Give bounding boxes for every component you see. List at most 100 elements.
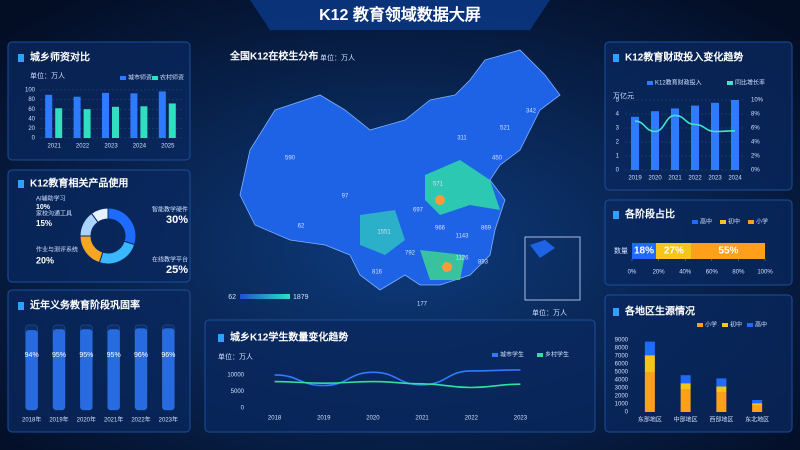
category-label: 智能教学硬件: [152, 206, 188, 214]
bar: [651, 111, 659, 170]
legend-swatch: [748, 220, 754, 224]
map-value: 1126: [456, 256, 470, 262]
bar: [45, 94, 53, 138]
legend-label: 高中: [700, 218, 712, 226]
bar: [140, 106, 148, 138]
y-tick-label: 5000: [231, 389, 245, 395]
value-label: 27%: [664, 246, 684, 257]
legend-label: 高中: [755, 321, 767, 329]
legend-label: 小学: [705, 321, 717, 329]
bar-segment: [716, 392, 727, 412]
y-tick-label: 4000: [615, 378, 629, 384]
y-tick-label: 40: [28, 116, 35, 122]
value-label: 95%: [79, 352, 93, 359]
map-value: 869: [481, 226, 492, 232]
y-tick-label: 8000: [615, 346, 629, 352]
map-value: 62: [298, 224, 305, 230]
legend-label: 小学: [756, 218, 768, 226]
x-tick-label: 2020年: [77, 416, 96, 424]
map-value: 792: [405, 251, 416, 257]
legend-label: 初中: [728, 218, 740, 226]
map-legend-min: 62: [228, 294, 236, 301]
bar-segment: [680, 375, 691, 384]
bar-segment: [691, 243, 765, 259]
value-label: 96%: [134, 352, 148, 359]
bar-segment: [752, 405, 763, 412]
chart-title: 城乡K12学生数量变化趋势: [230, 331, 348, 344]
unit-label: 万亿元: [613, 91, 634, 100]
map-value: 450: [492, 156, 503, 162]
title-marker: [218, 334, 224, 342]
map-region: [360, 210, 405, 255]
title-marker: [613, 54, 619, 62]
inset-unit: 单位：万人: [532, 308, 567, 317]
bar: [691, 105, 699, 170]
legend-swatch: [697, 323, 703, 327]
x-tick-label: 东北地区: [745, 416, 769, 424]
x-tick-label: 2020: [366, 416, 380, 422]
chart-title: 城乡师资对比: [30, 51, 90, 64]
china-map: [239, 49, 561, 291]
map-legend-max: 1879: [293, 294, 309, 301]
bar: [135, 328, 147, 410]
value-label: 20%: [36, 255, 54, 265]
bar-segment: [716, 378, 727, 387]
legend-swatch: [722, 323, 728, 327]
line: [274, 369, 521, 387]
legend-swatch: [720, 220, 726, 224]
title-marker: [613, 308, 619, 316]
x-tick-label: 2019: [628, 176, 642, 182]
x-tick-label: 中部地区: [674, 416, 698, 424]
bar-segment: [716, 386, 727, 392]
map-value: 1143: [456, 234, 470, 240]
title-marker: [18, 54, 24, 62]
x-tick-label: 2023: [708, 176, 722, 182]
bar: [671, 108, 679, 170]
map-value: 97: [342, 194, 349, 200]
x-tick-label: 40%: [679, 270, 692, 276]
panel: [604, 199, 793, 286]
panel: [204, 319, 596, 433]
y-tick-label: 5: [616, 98, 620, 104]
bar: [83, 109, 91, 138]
bar: [158, 91, 166, 138]
bar-segment: [752, 400, 763, 404]
y-tick-label: 6000: [615, 362, 629, 368]
bar: [711, 102, 719, 170]
value-label: 10%: [36, 204, 51, 211]
bar-segment: [632, 243, 656, 259]
map-title: 全国K12在校生分布: [229, 50, 318, 63]
x-tick-label: 2022: [76, 144, 90, 150]
x-tick-label: 60%: [706, 270, 719, 276]
bar: [53, 329, 65, 410]
legend-swatch: [152, 76, 158, 80]
x-tick-label: 2024: [728, 176, 742, 182]
bar: [631, 116, 639, 170]
legend-swatch: [747, 323, 753, 327]
map-legend-bar: [240, 294, 290, 299]
x-tick-label: 20%: [653, 270, 666, 276]
y-tick-label: 7000: [615, 354, 629, 360]
bar: [162, 328, 175, 410]
legend-swatch: [120, 76, 126, 80]
y-tick-label: 6%: [751, 126, 760, 132]
chart-title: 近年义务教育阶段巩固率: [30, 299, 140, 312]
y-tick-label: 10000: [227, 373, 244, 379]
x-tick-label: 2022年: [131, 416, 150, 424]
bar-segment: [752, 403, 763, 406]
legend-label: K12教育财政投入: [655, 79, 702, 87]
bar: [130, 93, 138, 138]
legend-label: 乡村学生: [545, 351, 569, 359]
value-label: 15%: [36, 219, 52, 228]
panel: [7, 169, 191, 283]
bar: [55, 108, 63, 138]
x-tick-label: 2023年: [159, 416, 178, 424]
y-tick-label: 0: [625, 410, 629, 416]
y-tick-label: 80: [28, 97, 35, 103]
bar: [168, 103, 176, 138]
bar-segment: [655, 243, 692, 259]
y-tick-label: 0: [241, 406, 245, 412]
value-label: 95%: [107, 352, 121, 359]
x-tick-label: 2018年: [22, 416, 41, 424]
